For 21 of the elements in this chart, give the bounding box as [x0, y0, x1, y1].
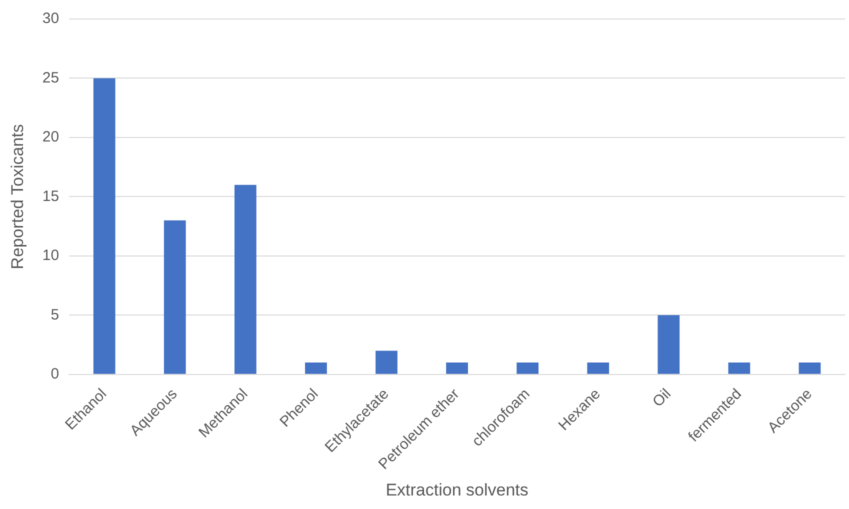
x-tick-label: Oil — [649, 386, 674, 410]
y-tick-label: 5 — [50, 306, 60, 324]
y-tick-label: 30 — [42, 10, 60, 28]
bar — [376, 350, 398, 374]
bar — [728, 362, 750, 374]
y-tick-label: 25 — [42, 69, 60, 86]
x-axis-title: Extraction solvents — [386, 480, 528, 500]
y-tick-label: 15 — [42, 188, 60, 205]
bar — [164, 220, 186, 374]
bar — [798, 362, 821, 374]
bar — [234, 184, 256, 374]
bar — [305, 362, 327, 374]
bar — [93, 78, 116, 374]
bar — [587, 362, 610, 374]
bar — [516, 362, 539, 374]
bar — [658, 315, 680, 374]
y-tick-label: 0 — [50, 366, 60, 383]
y-tick-label: 10 — [42, 247, 60, 264]
bar — [446, 362, 468, 374]
y-tick-label: 20 — [42, 128, 60, 146]
y-axis-title: Reported Toxicants — [8, 124, 27, 270]
